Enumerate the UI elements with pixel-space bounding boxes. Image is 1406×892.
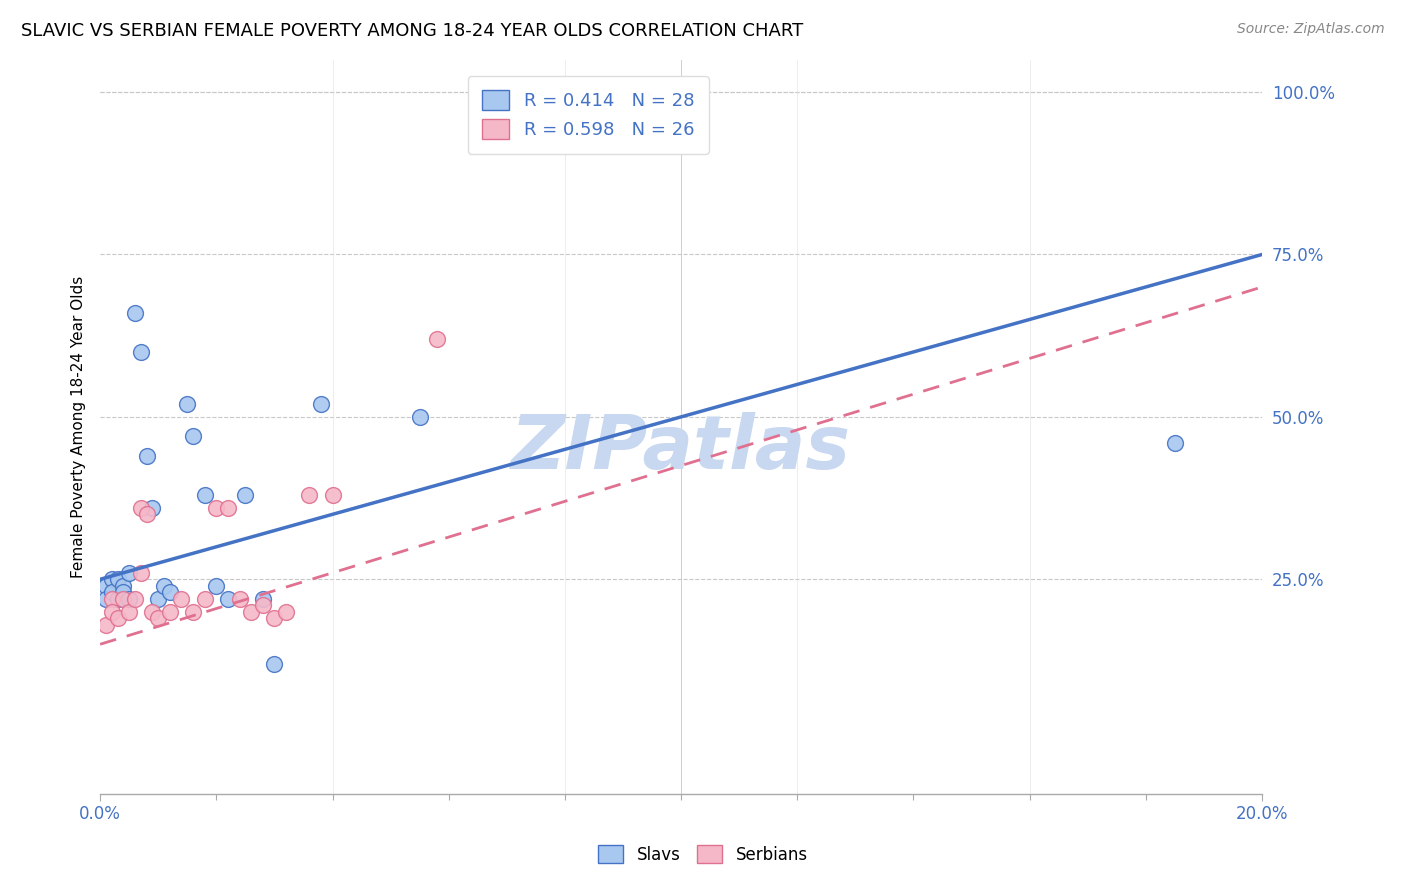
Point	[124, 591, 146, 606]
Point	[94, 591, 117, 606]
Point	[112, 585, 135, 599]
Point	[309, 397, 332, 411]
Point	[100, 572, 122, 586]
Text: Source: ZipAtlas.com: Source: ZipAtlas.com	[1237, 22, 1385, 37]
Point	[107, 611, 129, 625]
Point	[148, 611, 170, 625]
Point	[153, 579, 176, 593]
Point	[194, 591, 217, 606]
Point	[94, 579, 117, 593]
Point	[112, 579, 135, 593]
Point	[118, 566, 141, 580]
Point	[205, 500, 228, 515]
Point	[118, 591, 141, 606]
Point	[240, 605, 263, 619]
Legend: R = 0.414   N = 28, R = 0.598   N = 26: R = 0.414 N = 28, R = 0.598 N = 26	[468, 76, 709, 153]
Text: SLAVIC VS SERBIAN FEMALE POVERTY AMONG 18-24 YEAR OLDS CORRELATION CHART: SLAVIC VS SERBIAN FEMALE POVERTY AMONG 1…	[21, 22, 803, 40]
Point	[129, 345, 152, 359]
Point	[274, 605, 297, 619]
Point	[252, 599, 274, 613]
Point	[298, 488, 321, 502]
Point	[217, 500, 239, 515]
Point	[107, 591, 129, 606]
Point	[263, 657, 285, 671]
Point	[228, 591, 250, 606]
Point	[235, 488, 257, 502]
Point	[112, 591, 135, 606]
Point	[181, 605, 204, 619]
Point	[129, 566, 152, 580]
Point	[141, 605, 163, 619]
Point	[148, 591, 170, 606]
Point	[321, 488, 343, 502]
Point	[141, 500, 163, 515]
Point	[176, 397, 198, 411]
Point	[129, 500, 152, 515]
Point	[205, 579, 228, 593]
Point	[118, 605, 141, 619]
Point	[100, 591, 122, 606]
Point	[170, 591, 193, 606]
Point	[124, 306, 146, 320]
Point	[159, 585, 181, 599]
Point	[100, 605, 122, 619]
Point	[100, 585, 122, 599]
Point	[408, 409, 430, 424]
Text: ZIPatlas: ZIPatlas	[512, 412, 851, 485]
Point	[1164, 435, 1187, 450]
Point	[135, 449, 157, 463]
Point	[94, 617, 117, 632]
Point	[159, 605, 181, 619]
Point	[217, 591, 239, 606]
Point	[107, 572, 129, 586]
Point	[263, 611, 285, 625]
Y-axis label: Female Poverty Among 18-24 Year Olds: Female Poverty Among 18-24 Year Olds	[72, 276, 86, 578]
Point	[426, 332, 449, 346]
Point	[181, 429, 204, 443]
Point	[135, 508, 157, 522]
Legend: Slavs, Serbians: Slavs, Serbians	[592, 838, 814, 871]
Point	[194, 488, 217, 502]
Point	[252, 591, 274, 606]
